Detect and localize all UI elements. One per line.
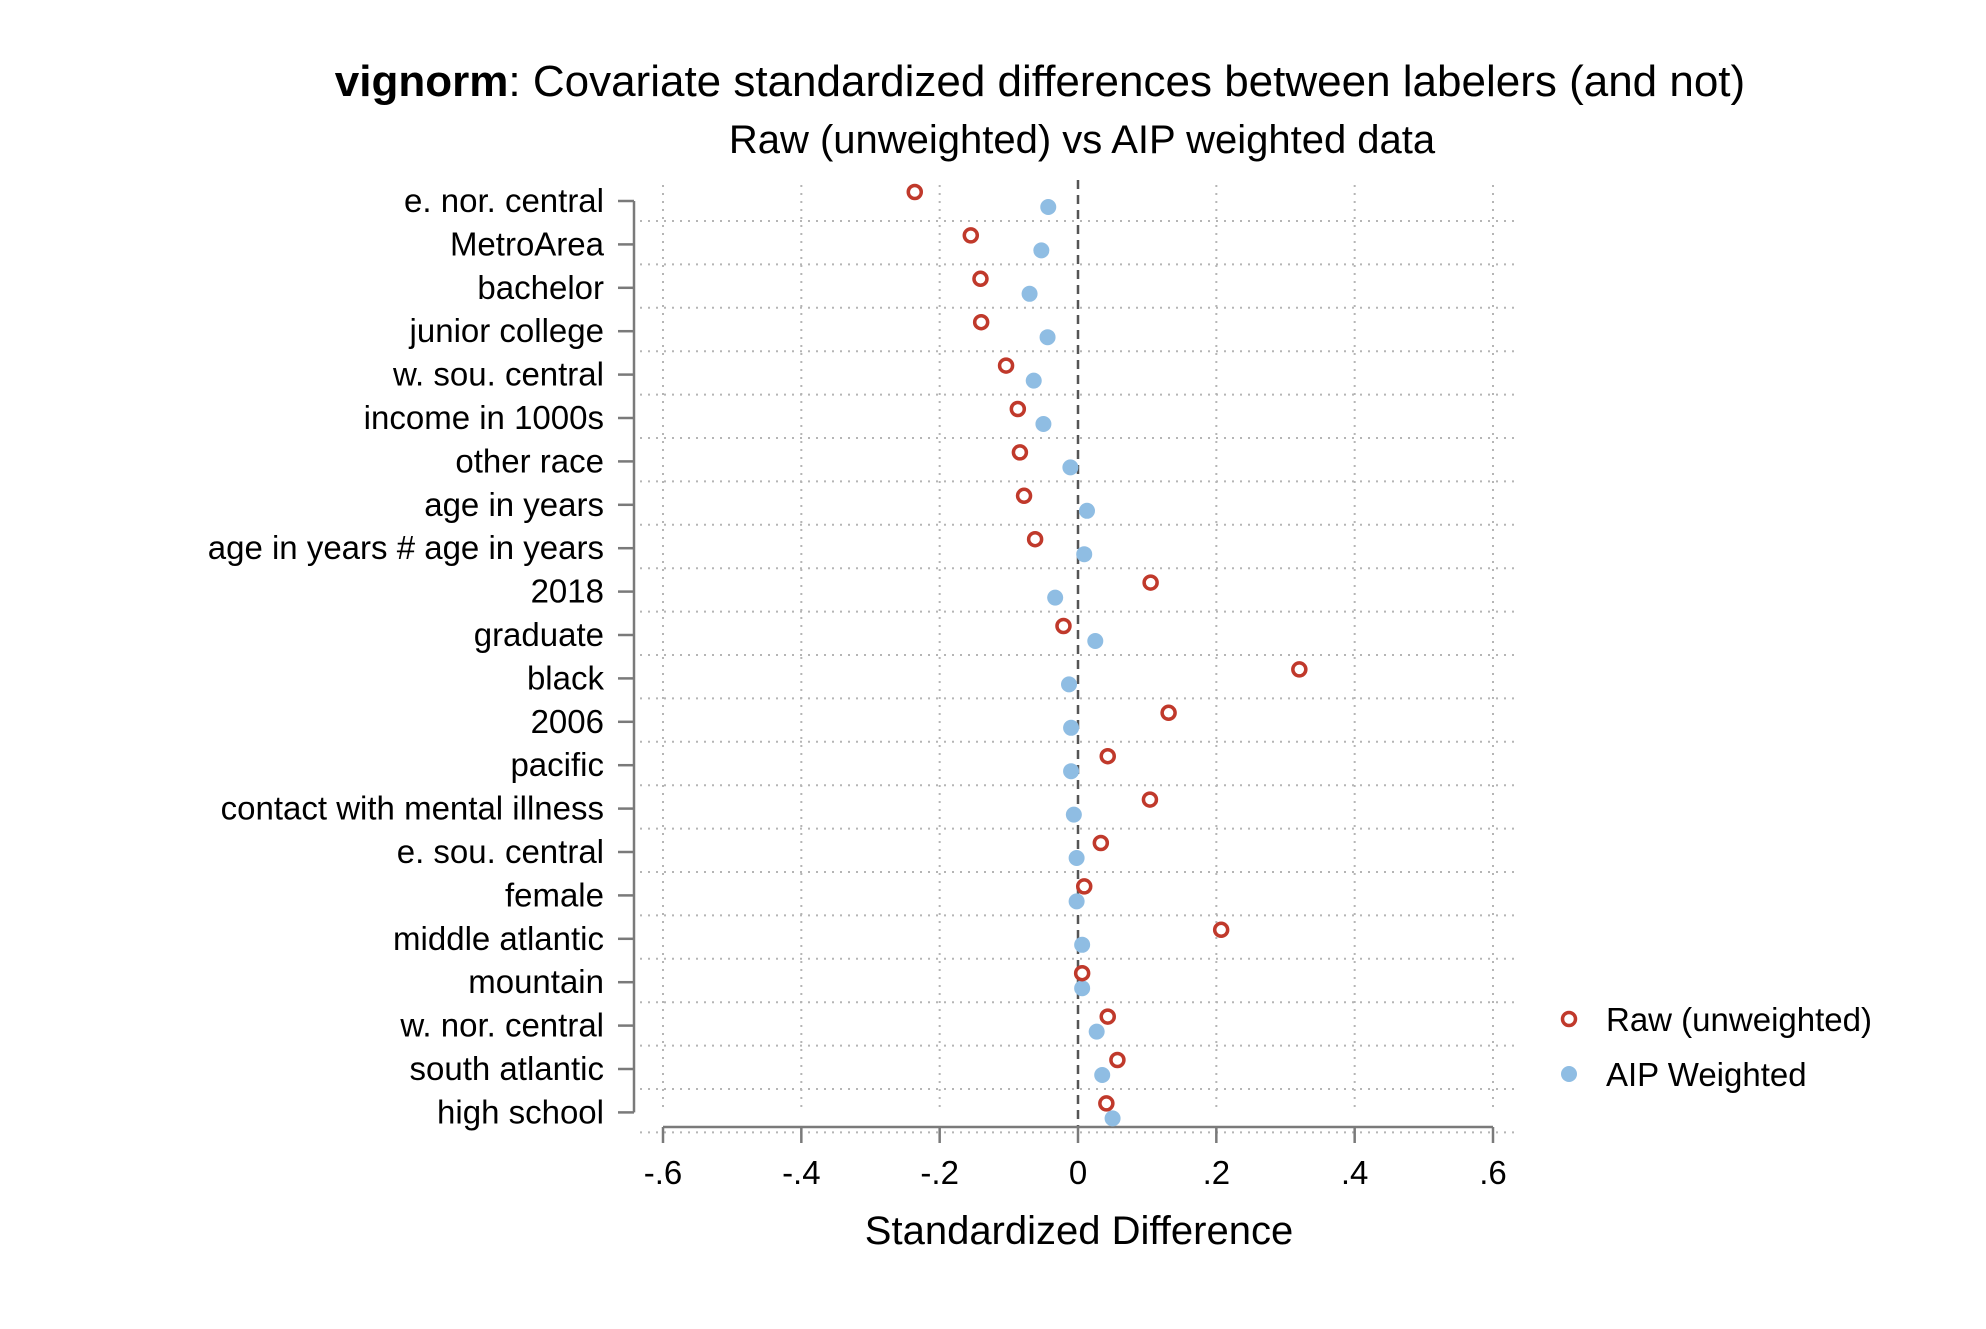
point-raw-unweighted — [962, 227, 980, 244]
x-tick-label: .6 — [1479, 1154, 1507, 1191]
y-tick-label: bachelor — [477, 269, 604, 306]
point-aip-weighted — [1063, 763, 1080, 780]
x-tick-label: -.6 — [644, 1154, 683, 1191]
chart-subtitle: Raw (unweighted) vs AIP weighted data — [729, 118, 1436, 162]
point-aip-weighted — [1063, 719, 1080, 736]
y-tick-label: pacific — [510, 746, 604, 783]
point-raw-unweighted — [1026, 530, 1044, 548]
y-tick-label: e. sou. central — [397, 833, 604, 870]
point-raw-unweighted — [1212, 921, 1230, 939]
point-aip-weighted — [1039, 329, 1056, 346]
point-aip-weighted — [1025, 372, 1042, 389]
point-raw-unweighted — [1291, 661, 1308, 678]
point-raw-unweighted — [1015, 487, 1033, 505]
point-aip-weighted — [1068, 850, 1085, 866]
point-raw-unweighted — [1160, 704, 1177, 722]
point-aip-weighted — [1061, 676, 1078, 693]
point-aip-weighted — [1035, 416, 1052, 432]
y-tick-label: high school — [437, 1093, 604, 1130]
legend-marker-weighted — [1561, 1066, 1577, 1082]
y-tick-label: age in years # age in years — [208, 529, 604, 566]
point-raw-unweighted — [1142, 574, 1159, 591]
y-tick-label: e. nor. central — [404, 182, 604, 219]
x-tick-label: 0 — [1069, 1154, 1087, 1191]
point-aip-weighted — [1078, 502, 1095, 519]
point-aip-weighted — [1074, 980, 1091, 997]
point-raw-unweighted — [1092, 834, 1110, 852]
point-raw-unweighted — [1075, 878, 1093, 895]
point-raw-unweighted — [997, 357, 1015, 374]
x-tick-label: .2 — [1203, 1154, 1231, 1191]
y-tick-label: w. nor. central — [399, 1007, 604, 1044]
point-aip-weighted — [1087, 633, 1104, 649]
point-aip-weighted — [1094, 1067, 1111, 1083]
point-raw-unweighted — [1109, 1051, 1126, 1069]
point-raw-unweighted — [1141, 791, 1159, 808]
point-aip-weighted — [1033, 242, 1050, 259]
point-aip-weighted — [1068, 893, 1085, 910]
y-tick-label: south atlantic — [410, 1050, 604, 1087]
point-raw-unweighted — [972, 313, 990, 331]
y-tick-label: graduate — [474, 616, 604, 653]
y-tick-label: contact with mental illness — [221, 790, 604, 827]
point-aip-weighted — [1040, 199, 1057, 215]
chart-title-rest: : Covariate standardized differences bet… — [508, 57, 1745, 106]
point-aip-weighted — [1065, 806, 1082, 823]
y-tick-label: other race — [455, 442, 604, 479]
point-raw-unweighted — [1055, 617, 1072, 635]
y-tick-label: age in years — [424, 486, 604, 523]
y-tick-label: black — [527, 659, 605, 696]
point-aip-weighted — [1104, 1110, 1121, 1127]
x-tick-label: -.4 — [782, 1154, 821, 1191]
point-raw-unweighted — [1099, 747, 1116, 765]
chart-title: vignorm: Covariate standardized differen… — [335, 57, 1745, 106]
point-aip-weighted — [1088, 1023, 1105, 1040]
point-raw-unweighted — [1073, 964, 1091, 982]
point-raw-unweighted — [1011, 444, 1029, 461]
x-tick-label: .4 — [1341, 1154, 1369, 1191]
point-raw-unweighted — [1009, 400, 1027, 418]
y-tick-label: income in 1000s — [364, 399, 604, 436]
plot-area: e. nor. central MetroArea bachelor junior c… — [208, 180, 1872, 1191]
point-aip-weighted — [1076, 546, 1093, 563]
point-raw-unweighted — [1099, 1008, 1116, 1025]
point-aip-weighted — [1062, 459, 1079, 476]
y-tick-label: junior college — [409, 312, 604, 349]
point-aip-weighted — [1074, 936, 1091, 953]
legend-label-raw: Raw (unweighted) — [1606, 1001, 1872, 1038]
y-tick-label: mountain — [468, 963, 604, 1000]
y-tick-label: 2018 — [531, 573, 604, 610]
legend-label-weighted: AIP Weighted — [1606, 1056, 1807, 1093]
point-aip-weighted — [1047, 589, 1064, 606]
point-raw-unweighted — [1098, 1095, 1115, 1112]
point-aip-weighted — [1021, 285, 1038, 302]
legend-marker-raw — [1560, 1010, 1578, 1028]
y-tick-label: middle atlantic — [393, 920, 604, 957]
point-raw-unweighted — [972, 270, 989, 288]
chart-title-bold: vignorm — [335, 57, 509, 106]
x-tick-label: -.2 — [920, 1154, 959, 1191]
y-tick-label: female — [505, 876, 604, 913]
x-axis-label: Standardized Difference — [865, 1209, 1293, 1253]
y-tick-label: 2006 — [531, 703, 604, 740]
y-tick-label: MetroArea — [450, 225, 605, 262]
y-tick-label: w. sou. central — [392, 356, 604, 393]
point-raw-unweighted — [906, 183, 924, 201]
